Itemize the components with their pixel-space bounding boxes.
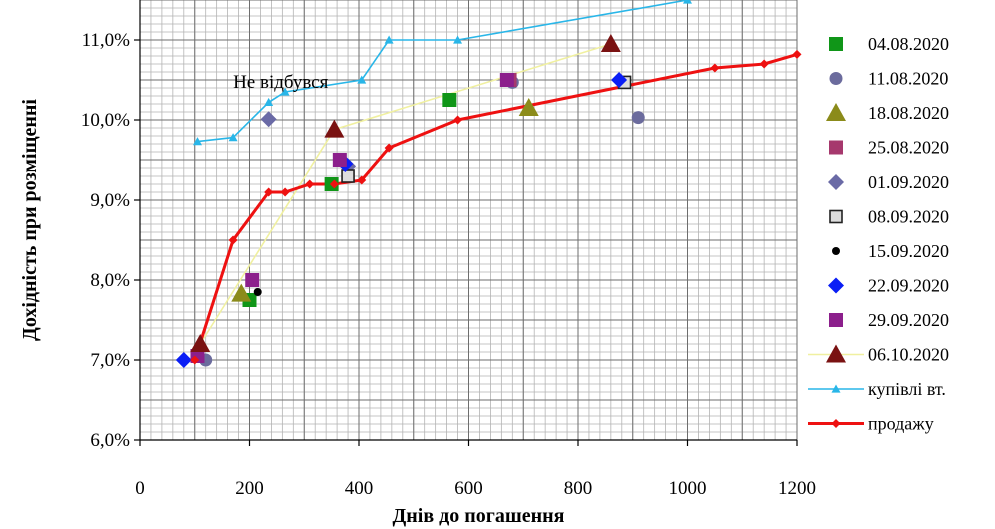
y-tick-label: 6,0% (90, 430, 130, 451)
x-tick-label: 800 (564, 478, 593, 499)
data-point (305, 179, 315, 189)
data-point (329, 179, 339, 189)
legend-marker (829, 209, 843, 224)
data-point (192, 137, 202, 146)
data-point (600, 34, 621, 52)
data-point (442, 93, 457, 107)
legend-marker (829, 313, 843, 327)
legend-marker (828, 277, 844, 294)
data-point (384, 143, 394, 153)
data-point (190, 355, 200, 365)
legend-label: 06.10.2020 (868, 345, 949, 365)
data-point (264, 187, 274, 197)
x-tick-label: 200 (235, 478, 264, 499)
legend-label: 22.09.2020 (868, 276, 949, 296)
legend-label: 25.08.2020 (868, 138, 949, 158)
data-point (499, 73, 514, 87)
legend-marker (829, 140, 843, 155)
data-point (384, 35, 394, 44)
legend-marker (828, 174, 844, 190)
x-tick-label: 400 (345, 478, 374, 499)
data-point (357, 75, 367, 84)
series-line (197, 0, 688, 143)
data-point (260, 111, 277, 128)
data-point (228, 235, 238, 245)
x-tick-label: 1000 (669, 478, 707, 499)
legend-marker (826, 103, 846, 121)
data-point (231, 283, 252, 302)
data-point (280, 187, 290, 197)
data-point (631, 111, 645, 125)
data-point (792, 49, 802, 59)
data-point (710, 63, 720, 73)
legend-label: 15.09.2020 (868, 241, 949, 261)
legend-label: купівлі вт. (868, 379, 946, 399)
legend-label: 29.09.2020 (868, 310, 949, 330)
data-point (228, 133, 238, 142)
legend-label: 11.08.2020 (868, 69, 948, 89)
legend-marker (831, 384, 841, 393)
legend-marker (829, 72, 843, 85)
legend-label: 08.09.2020 (868, 207, 949, 227)
y-tick-label: 8,0% (90, 270, 130, 291)
legend-label: продажу (868, 414, 934, 434)
chart-axes: 6,0% 7,0% 8,0% 9,0% 10,0% 11,0% 0 200 400 600 800 1… (81, 0, 816, 499)
data-point (759, 59, 769, 69)
data-point (518, 98, 539, 116)
data-point (280, 87, 290, 96)
data-point (324, 119, 345, 138)
x-tick-label: 1200 (778, 478, 816, 499)
data-point (245, 273, 260, 287)
legend-marker (829, 37, 843, 51)
x-axis-title: Днів до погашення (393, 505, 565, 527)
y-tick-label: 9,0% (90, 190, 130, 211)
data-point (332, 153, 347, 167)
chart-legend: 04.08.2020 11.08.2020 18.08.2020 25.08.2020… (808, 34, 949, 434)
x-tick-label: 600 (454, 478, 483, 499)
y-tick-label: 11,0% (82, 30, 131, 51)
legend-marker (832, 247, 840, 255)
y-tick-label: 7,0% (90, 350, 130, 371)
y-axis-title: Дохідність при розміщенні (19, 99, 41, 341)
chart-series (175, 0, 802, 368)
x-tick-label: 0 (135, 478, 145, 499)
data-point (453, 35, 463, 44)
legend-label: 04.08.2020 (868, 34, 949, 54)
legend-label: 01.09.2020 (868, 172, 949, 192)
data-point (190, 334, 211, 352)
data-point (357, 175, 367, 185)
data-point (175, 352, 192, 368)
legend-label: 18.08.2020 (868, 103, 949, 123)
data-point (611, 72, 628, 88)
data-point (683, 0, 692, 4)
data-point (264, 97, 274, 106)
legend-marker (826, 344, 846, 363)
data-point (341, 169, 355, 183)
y-tick-label: 10,0% (81, 110, 130, 131)
data-point (453, 115, 463, 125)
annotation-not-held: Не відбувся (233, 72, 329, 93)
chart-grid (139, 0, 798, 441)
legend-marker (831, 419, 841, 428)
data-point (253, 288, 262, 296)
